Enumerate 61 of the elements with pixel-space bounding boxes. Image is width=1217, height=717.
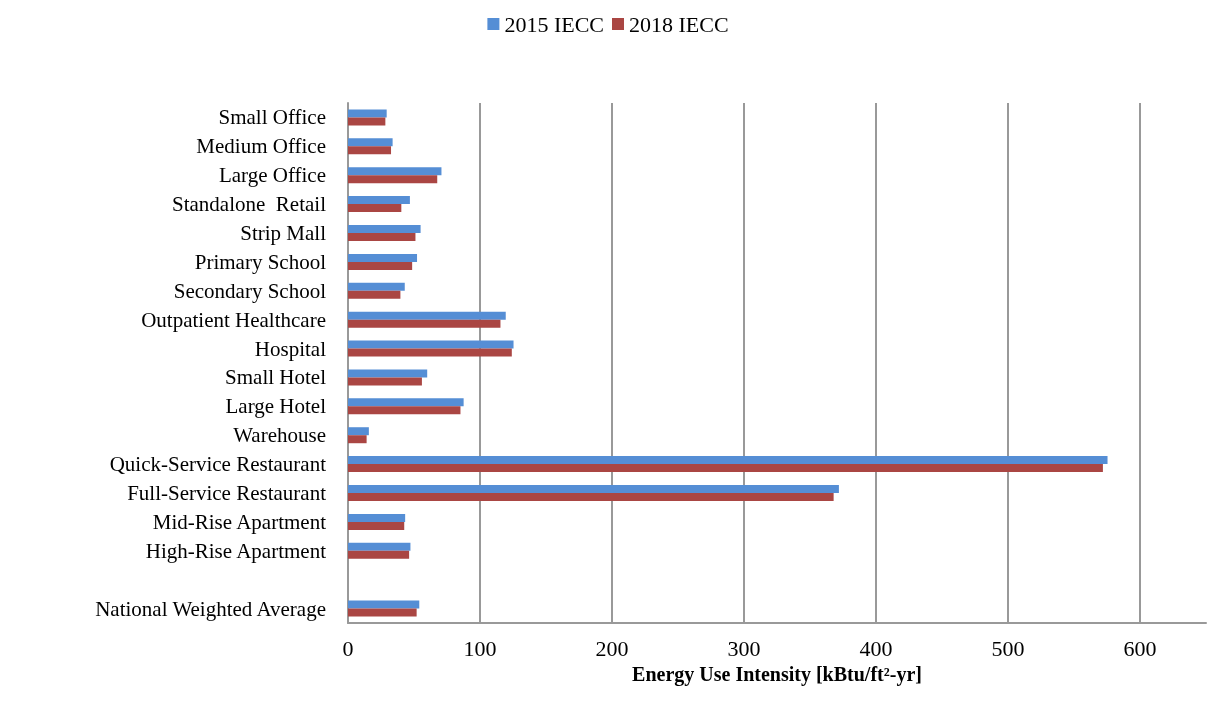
bar xyxy=(348,600,420,609)
y-tick-label: Warehouse xyxy=(233,423,326,448)
y-tick-label: High-Rise Apartment xyxy=(145,538,327,563)
bar xyxy=(348,398,464,407)
bar xyxy=(348,608,417,617)
x-tick-label: 600 xyxy=(1123,635,1157,661)
bar xyxy=(348,204,402,213)
y-tick-label: Small Hotel xyxy=(225,365,327,390)
bar xyxy=(348,406,461,415)
bar xyxy=(348,377,422,386)
y-tick-label: Full-Service Restaurant xyxy=(127,481,327,505)
y-tick-label: Secondary School xyxy=(173,278,327,303)
y-tick-label: Standalone Retail xyxy=(172,192,327,217)
bar xyxy=(348,513,406,522)
y-tick-label: National Weighted Average xyxy=(95,596,326,621)
x-tick-label: 100 xyxy=(463,635,497,661)
legend-label: 2015 IECC xyxy=(504,11,605,37)
bar xyxy=(348,521,405,530)
bar xyxy=(348,225,421,233)
bar xyxy=(348,138,393,147)
bar xyxy=(348,196,410,205)
bar xyxy=(348,175,438,184)
y-tick-label: Mid-Rise Apartment xyxy=(152,509,327,534)
bar xyxy=(348,253,418,262)
y-tick-label: Primary School xyxy=(194,249,327,274)
y-tick-label: Large Hotel xyxy=(225,394,327,419)
bar xyxy=(348,550,410,559)
bar xyxy=(348,233,416,241)
y-tick-label: Quick-Service Restaurant xyxy=(109,452,327,477)
y-tick-label: Large Office xyxy=(218,163,326,188)
x-tick-label: 200 xyxy=(595,635,629,661)
y-tick-label: Hospital xyxy=(254,336,327,361)
bar xyxy=(348,542,411,551)
y-tick-label: Strip Mall xyxy=(240,221,327,245)
bar xyxy=(348,493,834,501)
bar xyxy=(348,109,387,118)
legend-label: 2018 IECC xyxy=(629,11,729,37)
bar xyxy=(348,117,386,126)
bar xyxy=(348,464,1103,473)
bar xyxy=(348,290,401,299)
bar xyxy=(348,311,506,320)
x-tick-label: 500 xyxy=(991,635,1025,661)
bar xyxy=(348,348,512,357)
bar xyxy=(348,435,367,444)
bar xyxy=(348,282,405,291)
bar xyxy=(348,427,369,436)
y-tick-label: Medium Office xyxy=(196,134,326,159)
bar xyxy=(348,456,1108,465)
bar xyxy=(348,167,442,176)
bar xyxy=(348,340,514,349)
bar xyxy=(348,319,501,328)
y-tick-label: Small Office xyxy=(218,105,326,130)
bar xyxy=(348,369,428,378)
y-tick-label: Outpatient Healthcare xyxy=(141,307,326,332)
x-axis-title: Energy Use Intensity [kBtu/ft²-yr] xyxy=(632,662,922,686)
bar xyxy=(348,261,413,270)
bar xyxy=(348,485,839,493)
x-tick-label: 400 xyxy=(859,635,893,661)
x-tick-label: 0 xyxy=(342,635,354,661)
x-tick-label: 300 xyxy=(727,635,761,661)
bar xyxy=(348,146,392,155)
